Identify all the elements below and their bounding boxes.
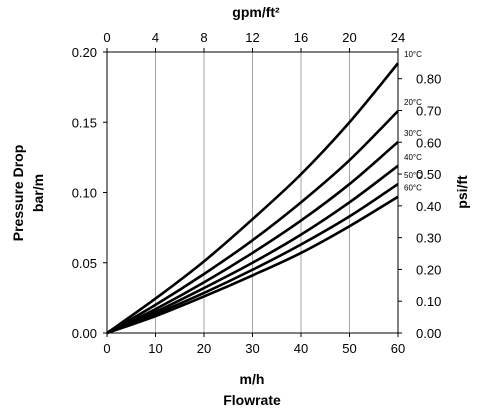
series-line [106, 182, 399, 335]
left-axis-title: Pressure Drop [10, 145, 26, 241]
y-right-tick-label: 0.70 [416, 103, 441, 118]
bottom-axis-title: Flowrate [223, 392, 281, 408]
series-line [106, 164, 399, 335]
series-label: 60°C [404, 184, 422, 193]
series-line [106, 62, 400, 335]
y-left-tick-label: 0.00 [72, 326, 97, 341]
y-left-tick-label: 0.15 [72, 115, 97, 130]
y-right-tick-label: 0.20 [416, 262, 441, 277]
y-left-tick-label: 0.20 [72, 45, 97, 60]
x-bottom-tick-label: 20 [197, 341, 211, 356]
series-label: 40°C [404, 153, 422, 162]
x-top-tick-label: 16 [294, 30, 308, 45]
series-label: 10°C [404, 50, 422, 59]
series-label: 30°C [404, 129, 422, 138]
series-line [106, 140, 399, 335]
x-bottom-tick-label: 30 [245, 341, 259, 356]
x-top-tick-label: 24 [391, 30, 405, 45]
x-bottom-tick-label: 0 [103, 341, 110, 356]
vertical-gridlines [155, 52, 350, 333]
x-bottom-tick-label: 50 [342, 341, 356, 356]
y-right-tick-label: 0.60 [416, 135, 441, 150]
series-line [106, 195, 399, 335]
series-lines [106, 62, 400, 335]
x-bottom-tick-label: 10 [148, 341, 162, 356]
y-right-tick-label: 0.10 [416, 294, 441, 309]
y-left-tick-label: 0.10 [72, 186, 97, 201]
axis-ticks: 0 10 20 30 40 50 60 0 4 8 12 16 20 24 0.00 0.05 0.10 0.15… [72, 30, 442, 356]
x-top-tick-label: 20 [342, 30, 356, 45]
left-axis-unit: bar/m [30, 174, 46, 212]
x-bottom-tick-label: 60 [391, 341, 405, 356]
series-label: 50°C [404, 171, 422, 180]
y-right-tick-label: 0.30 [416, 231, 441, 246]
series-line [106, 110, 399, 335]
y-right-tick-label: 0.40 [416, 199, 441, 214]
y-left-tick-label: 0.05 [72, 256, 97, 271]
y-right-tick-label: 0.00 [416, 326, 441, 341]
right-axis-title: psi/ft [454, 175, 470, 209]
x-top-tick-label: 0 [103, 30, 110, 45]
x-top-tick-label: 8 [200, 30, 207, 45]
x-bottom-tick-label: 40 [294, 341, 308, 356]
series-labels: 10°C 20°C 30°C 40°C 50°C 60°C [404, 50, 422, 192]
top-axis-title: gpm/ft² [232, 4, 280, 20]
x-top-tick-label: 12 [245, 30, 259, 45]
bottom-axis-unit: m/h [240, 371, 265, 387]
series-label: 20°C [404, 98, 422, 107]
y-right-tick-label: 0.50 [416, 167, 441, 182]
y-right-tick-label: 0.80 [416, 72, 441, 87]
x-top-tick-label: 4 [152, 30, 159, 45]
